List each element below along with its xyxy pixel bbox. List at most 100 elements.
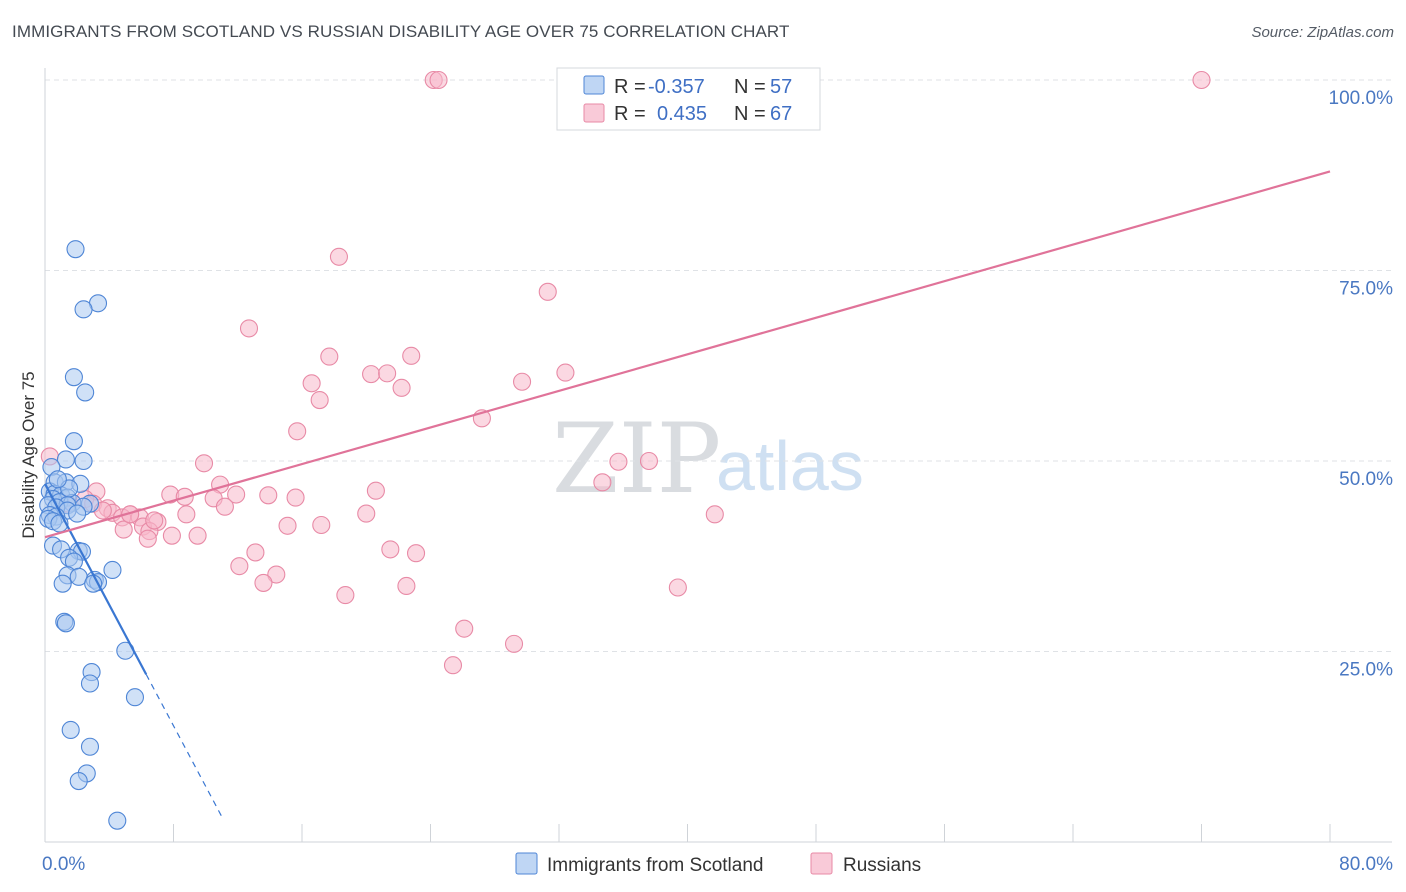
- series-russians: [40, 70, 1211, 675]
- scotland-point-7: [74, 451, 93, 471]
- scotland-point-3: [64, 368, 83, 387]
- russians-point-54: [230, 557, 249, 576]
- legend-r-value-russians: 0.435: [657, 103, 707, 125]
- russians-point-35: [357, 504, 376, 523]
- russians-point-45: [312, 515, 331, 535]
- stats-legend: R = -0.357 N = 57 R = 0.435 N = 67: [556, 67, 821, 131]
- russians-point-13: [392, 378, 411, 397]
- legend-r-label-russians: R =: [614, 103, 646, 125]
- source-label: Source: ZipAtlas.com: [1251, 24, 1394, 41]
- legend-swatch-scotland: [583, 75, 605, 95]
- scotland-point-45: [56, 614, 75, 633]
- scotland-point-50: [61, 720, 80, 740]
- scotland-point-5: [64, 432, 83, 451]
- bottom-legend-swatch-scotland: [515, 852, 538, 875]
- russians-point-11: [302, 374, 321, 393]
- russians-point-50: [138, 529, 157, 548]
- russians-point-60: [455, 619, 474, 638]
- russians-point-55: [267, 565, 286, 584]
- russians-point-44: [278, 516, 297, 535]
- russians-point-6: [320, 347, 339, 366]
- y-tick-label-2: 75.0%: [1339, 279, 1393, 300]
- russians-point-18: [609, 452, 628, 471]
- scotland-point-48: [80, 674, 100, 693]
- russians-point-46: [114, 520, 133, 539]
- legend-r-label-scotland: R =: [614, 76, 646, 98]
- scotland-point-54: [108, 811, 127, 830]
- russians-point-56: [254, 573, 273, 592]
- russians-point-4: [538, 282, 557, 301]
- russians-point-27: [227, 485, 246, 504]
- trend-lines: [44, 170, 1331, 820]
- russians-point-62: [443, 656, 463, 675]
- russians-point-7: [402, 346, 421, 365]
- russians-point-51: [381, 540, 400, 559]
- russians-point-23: [366, 481, 385, 500]
- y-tick-label-0: 25.0%: [1339, 660, 1393, 681]
- watermark-zip: ZIP: [552, 403, 721, 515]
- russians-point-48: [162, 526, 181, 545]
- scotland-point-49: [125, 688, 144, 707]
- bottom-legend-label-russians: Russians: [843, 855, 921, 876]
- russians-point-53: [406, 544, 426, 563]
- series-scotland: [39, 240, 144, 830]
- legend-swatch-russians: [583, 103, 605, 123]
- legend-n-label-russians: N =: [734, 103, 766, 125]
- russians-point-12: [513, 372, 532, 391]
- scotland-point-2: [74, 300, 93, 319]
- trend-line-scotland-extension: [145, 674, 224, 820]
- series-legend: Immigrants from Scotland Russians: [515, 852, 921, 876]
- russians-point-29: [286, 488, 305, 507]
- trend-line-russians: [44, 170, 1331, 539]
- russians-point-61: [504, 634, 524, 653]
- legend-n-value-russians: 67: [770, 103, 792, 125]
- chart-title: IMMIGRANTS FROM SCOTLAND VS RUSSIAN DISA…: [12, 22, 790, 41]
- y-axis-label: Disability Age Over 75: [19, 371, 38, 538]
- russians-point-10: [556, 363, 575, 382]
- russians-point-36: [705, 505, 724, 524]
- russians-point-63: [145, 511, 164, 530]
- russians-point-19: [639, 451, 659, 471]
- scotland-point-51: [80, 737, 100, 756]
- russians-point-28: [259, 486, 278, 505]
- watermark: ZIP atlas: [552, 403, 864, 515]
- russians-point-52: [246, 543, 265, 562]
- bottom-legend-label-scotland: Immigrants from Scotland: [547, 855, 763, 876]
- russians-point-21: [593, 473, 612, 492]
- russians-point-5: [239, 319, 259, 338]
- watermark-atlas: atlas: [716, 427, 864, 505]
- x-tick-label-1: 80.0%: [1339, 854, 1393, 875]
- russians-point-14: [310, 390, 329, 410]
- russians-point-33: [215, 497, 234, 516]
- russians-point-1: [429, 70, 448, 90]
- scotland-point-42: [53, 574, 72, 593]
- russians-point-39: [177, 505, 196, 524]
- trend-line-scotland: [44, 483, 148, 675]
- y-tick-labels: 25.0% 50.0% 75.0% 100.0%: [1329, 88, 1394, 681]
- scotland-point-53: [69, 771, 88, 791]
- russians-point-17: [194, 454, 214, 473]
- scotland-point-25: [68, 504, 87, 523]
- russians-point-57: [397, 576, 416, 596]
- scotland-point-37: [103, 560, 122, 580]
- x-tick-labels: 0.0% 80.0%: [42, 854, 1393, 875]
- legend-n-label-scotland: N =: [734, 76, 766, 98]
- russians-point-9: [378, 364, 397, 383]
- russians-point-8: [362, 365, 381, 384]
- russians-point-3: [329, 247, 348, 266]
- scotland-point-6: [56, 450, 75, 469]
- russians-point-58: [668, 578, 687, 597]
- y-tick-label-1: 50.0%: [1339, 469, 1393, 490]
- russians-point-16: [288, 422, 307, 441]
- legend-r-value-scotland: -0.357: [648, 76, 705, 98]
- x-tick-label-0: 0.0%: [42, 854, 85, 875]
- legend-n-value-scotland: 57: [770, 76, 792, 98]
- scotland-point-4: [76, 383, 95, 402]
- russians-point-49: [188, 526, 207, 545]
- russians-point-59: [336, 586, 355, 605]
- y-tick-label-3: 100.0%: [1329, 88, 1394, 109]
- scotland-point-0: [66, 240, 85, 259]
- russians-point-2: [1192, 70, 1211, 90]
- scotland-point-56: [48, 470, 67, 489]
